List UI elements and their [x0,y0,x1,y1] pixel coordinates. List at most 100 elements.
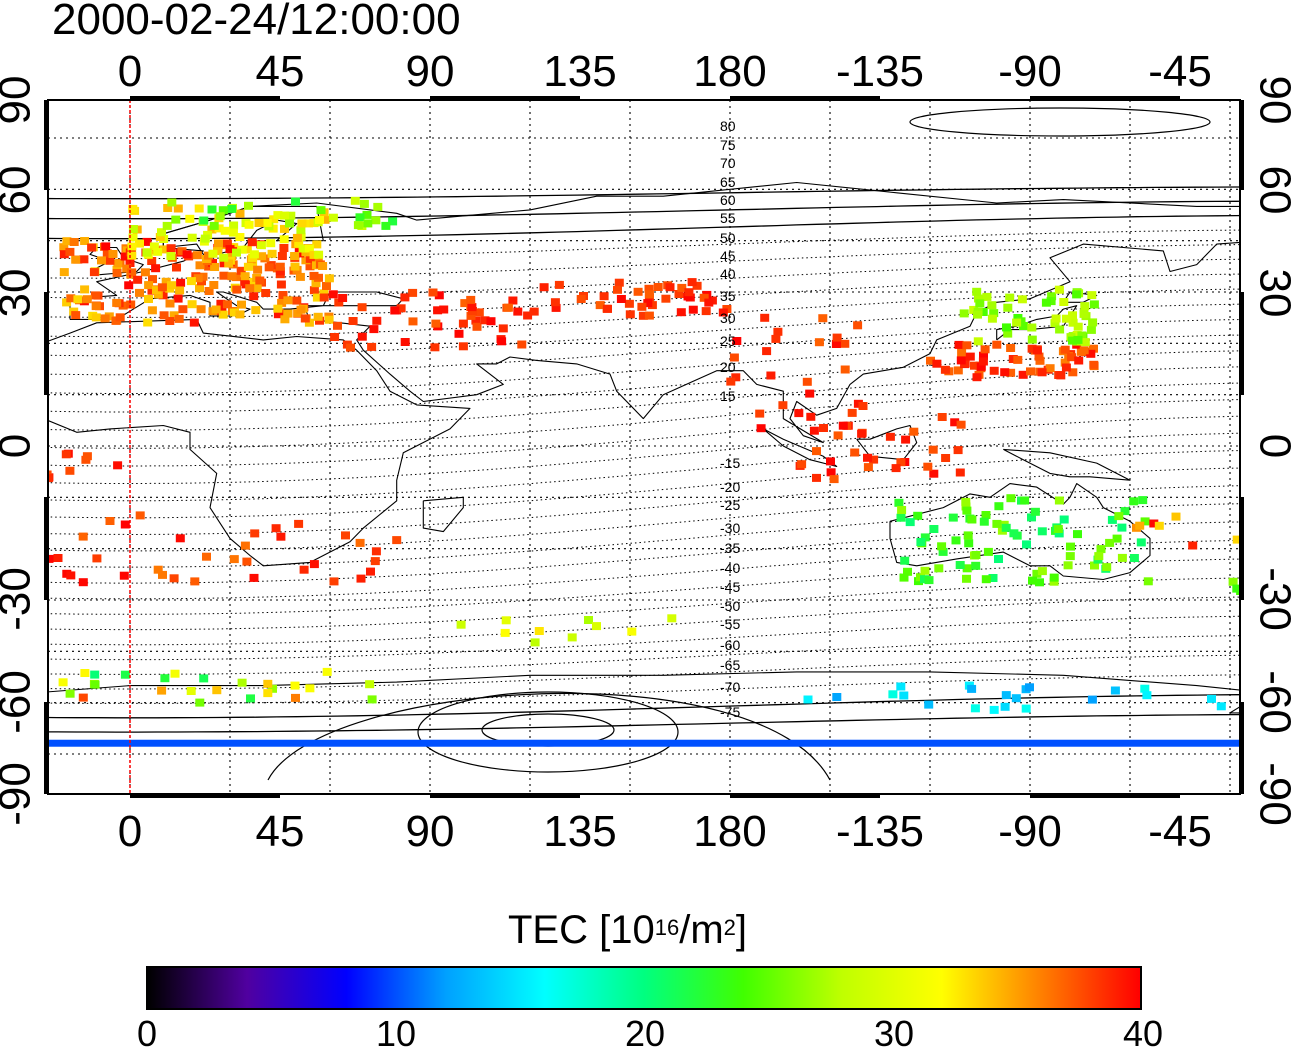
tec-pixel [653,283,663,291]
tec-pixel [202,552,211,561]
tec-pixel [127,251,137,260]
tec-pixel [371,547,381,556]
tec-pixel [365,680,375,689]
tec-observations [48,196,1240,747]
mag-lat-contour [48,615,1240,661]
tec-pixel [319,293,329,302]
contour-label: 60 [720,192,736,208]
tec-pixel [1138,496,1148,505]
tec-pixel [857,429,867,438]
mag-lat-contour [48,635,1240,675]
tec-pixel [803,695,813,704]
tec-pixel [937,542,947,551]
tec-pixel [832,693,842,701]
tec-pixel [474,308,484,317]
tec-pixel [292,296,302,305]
frame-tick-bar [130,96,280,101]
tec-pixel [1034,352,1044,361]
tec-pixel [1072,331,1082,339]
tec-pixel [433,306,443,315]
tec-pixel [322,667,332,676]
tec-pixel [982,292,992,301]
tec-pixel [584,616,593,624]
tec-pixel [466,295,476,304]
tec-pixel [1154,521,1164,530]
tec-pixel [328,213,338,222]
tec-pixel [704,298,714,307]
tec-pixel [1022,540,1031,549]
bottom-axis-labels: 0 45 90 135 180 -135 -90 -45 [118,807,1212,856]
contour-label: -15 [720,455,740,471]
tec-pixel [972,287,982,296]
tec-pixel [1094,552,1104,561]
tec-pixel [970,704,980,713]
tec-pixel [1117,523,1127,532]
tec-pixel [501,616,511,625]
tec-pixel [955,468,965,477]
contour-label: 35 [720,288,736,304]
lon-tick-label: -90 [998,807,1062,856]
tec-pixel [275,267,285,276]
tec-pixel [766,371,776,380]
tec-pixel [644,311,654,320]
tec-pixel [819,424,828,432]
tec-pixel [237,678,247,687]
tec-pixel [254,219,264,227]
tec-pixel [159,245,169,254]
tec-pixel [144,295,153,303]
mag-lat-contour [48,558,1240,615]
tec-pixel [661,294,671,303]
frame-tick-bar [430,96,580,101]
tec-pixel [480,316,490,325]
tec-pixel [153,290,163,299]
tec-pixel [329,577,339,586]
tec-pixel [1068,318,1078,327]
tec-pixel [71,311,81,320]
tec-pixel [135,511,145,520]
tec-pixel [1232,584,1240,593]
tec-pixel [158,570,167,579]
tec-pixel [214,224,224,233]
mag-lat-contour [48,432,1240,502]
contour-label: 15 [720,388,736,404]
tec-pixel [941,454,951,462]
tec-pixel [957,348,967,357]
tec-pixel [1037,368,1047,377]
lat-lon-grid [48,100,1240,794]
tec-pixel [1055,325,1065,334]
tec-pixel [439,305,449,314]
tec-pixel [778,401,788,410]
map-title: 2000-02-24/12:00:00 [52,0,461,44]
tec-pixel [155,233,165,241]
tec-pixel [105,517,115,525]
tec-pixel [963,531,973,540]
tec-pixel [814,338,824,347]
tec-pixel [367,695,377,704]
tec-pixel [1025,683,1034,692]
tec-pixel [237,300,246,309]
tec-pixel [48,474,53,483]
contour-label: 55 [720,210,736,226]
tec-pixel [981,511,991,519]
tec-pixel [73,295,83,304]
tec-pixel [924,700,934,709]
tec-pixel [309,560,319,569]
tec-pixel [153,565,163,574]
tec-pixel [247,238,257,247]
tec-pixel [731,373,741,382]
tec-pixel [1140,684,1150,693]
tec-pixel [1032,346,1042,355]
frame-tick-bar [1239,292,1244,395]
contour-label: -60 [720,637,740,653]
tec-pixel [165,299,175,308]
lat-tick-label: -60 [1250,670,1292,734]
tec-pixel [924,576,934,585]
tec-pixel [229,555,239,564]
tec-pixel [148,275,157,284]
tec-pixel [80,237,90,245]
tec-pixel [276,280,286,289]
tec-pixel [187,233,197,242]
lon-tick-label: 0 [118,47,142,96]
tec-pixel [297,219,307,228]
tec-pixel [756,424,766,433]
